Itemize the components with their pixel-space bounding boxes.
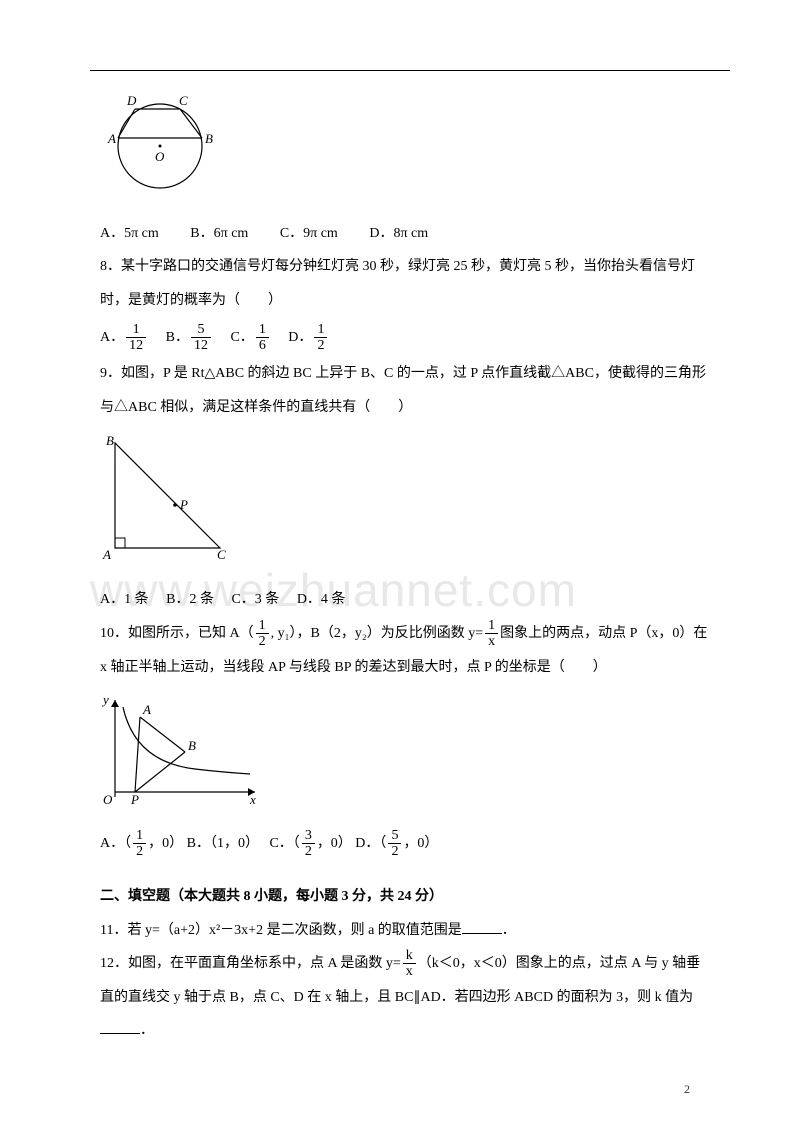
q7-options: A．5π cm B．6π cm C．9π cm D．8π cm: [100, 217, 710, 251]
page-number: 2: [684, 1076, 690, 1102]
q8-frac-c: 16: [256, 322, 269, 354]
q8-text: 8．某十字路口的交通信号灯每分钟红灯亮 30 秒，绿灯亮 25 秒，黄灯亮 5 …: [100, 250, 710, 317]
q10-options: A．（12，0） B．（1，0） C．（32，0） D．（52，0）: [100, 828, 710, 860]
q9-opt-c: C．3 条: [231, 592, 279, 607]
q7-opt-b: B．6π cm: [190, 226, 248, 241]
q8-frac-b: 512: [191, 322, 211, 354]
svg-text:P: P: [179, 497, 188, 512]
q10-opt-d-frac: 52: [388, 828, 401, 860]
q9-options: A．1 条 B．2 条 C．3 条 D．4 条: [100, 583, 710, 617]
svg-text:B: B: [205, 131, 213, 146]
q9-opt-b: B．2 条: [166, 592, 214, 607]
q10-figure: y x O P A B: [100, 692, 710, 820]
q7-figure: A B C D O: [100, 91, 710, 209]
q8-frac-d: 12: [314, 322, 327, 354]
q7-opt-a: A．5π cm: [100, 226, 159, 241]
svg-text:A: A: [142, 702, 151, 717]
q12-frac-kx: kx: [403, 948, 416, 980]
svg-text:C: C: [179, 93, 188, 108]
q10-frac-1: 12: [256, 618, 269, 650]
q8-frac-a: 112: [126, 322, 146, 354]
q8-options: A．112 B．512 C．16 D．12: [100, 322, 710, 354]
q10-text: 10．如图所示，已知 A（12, y₁），B（2，y₂）为反比例函数 y=1x图…: [100, 617, 710, 684]
svg-text:C: C: [217, 547, 226, 562]
circle-trapezoid-icon: A B C D O: [100, 91, 230, 196]
svg-text:D: D: [126, 93, 137, 108]
q9-opt-d: D．4 条: [297, 592, 346, 607]
q10-frac-2: 1x: [485, 618, 498, 650]
hyperbola-figure-icon: y x O P A B: [100, 692, 270, 807]
q10-opt-c-frac: 32: [302, 828, 315, 860]
q10-opt-a-frac: 12: [133, 828, 146, 860]
svg-text:B: B: [106, 433, 114, 448]
svg-text:A: A: [102, 547, 111, 562]
top-rule: [90, 70, 730, 71]
svg-text:P: P: [130, 792, 139, 807]
q10-opt-b: （1，0）: [210, 836, 252, 851]
q9-text: 9．如图，P 是 Rt△ABC 的斜边 BC 上异于 B、C 的一点，过 P 点…: [100, 357, 710, 424]
page-content: A B C D O A．5π cm B．6π cm C．9π cm D．8π c…: [100, 70, 710, 1048]
svg-text:B: B: [188, 738, 196, 753]
q9-figure: B A C P: [100, 433, 710, 576]
q7-opt-d: D．8π cm: [369, 226, 428, 241]
svg-text:y: y: [101, 692, 109, 707]
svg-text:O: O: [155, 149, 165, 164]
q12-blank: [100, 1020, 140, 1034]
svg-text:A: A: [107, 131, 116, 146]
svg-text:O: O: [103, 792, 113, 807]
svg-text:x: x: [249, 792, 256, 807]
right-triangle-icon: B A C P: [100, 433, 240, 563]
section-2-heading: 二、填空题（本大题共 8 小题，每小题 3 分，共 24 分）: [100, 880, 710, 914]
q7-opt-c: C．9π cm: [280, 226, 338, 241]
q11-text: 11．若 y=（a+2）x²－3x+2 是二次函数，则 a 的取值范围是．: [100, 914, 710, 948]
q11-blank: [462, 920, 502, 934]
q9-opt-a: A．1 条: [100, 592, 149, 607]
q12-text: 12．如图，在平面直角坐标系中，点 A 是函数 y=kx（k＜0，x＜0）图象上…: [100, 947, 710, 1048]
